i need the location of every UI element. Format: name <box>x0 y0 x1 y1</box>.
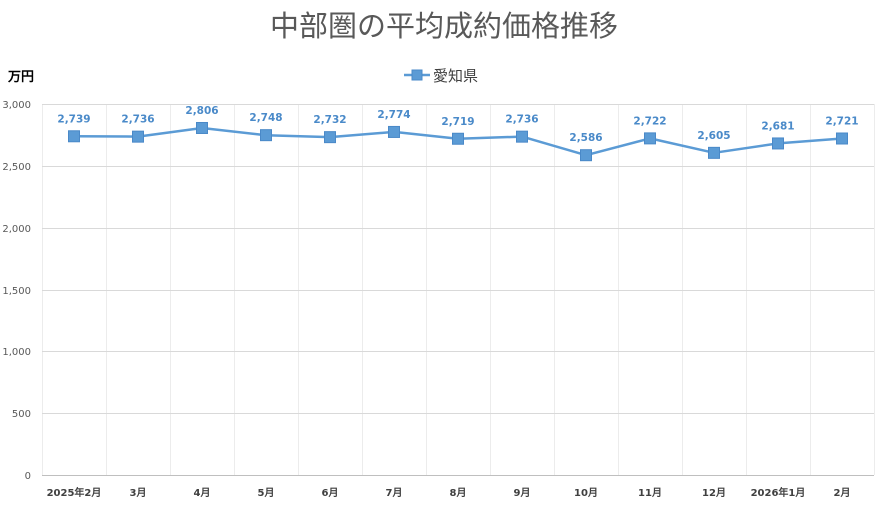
x-tick-label: 6月 <box>322 487 339 499</box>
y-unit-label: 万円 <box>8 70 35 85</box>
data-label: 2,748 <box>249 112 282 124</box>
data-point-marker <box>324 131 336 144</box>
data-point-marker <box>580 149 592 162</box>
y-tick-label: 2,500 <box>2 162 31 173</box>
data-labels: 2,739 2,736 2,806 2,748 2,732 2,774 2,719 2,736… <box>57 105 858 144</box>
y-tick-label: 0 <box>25 471 31 482</box>
x-tick-label: 11月 <box>638 487 662 499</box>
data-label: 2,736 <box>121 114 154 126</box>
data-label: 2,721 <box>825 116 858 128</box>
x-tick-label: 12月 <box>702 487 726 499</box>
x-tick-label: 8月 <box>450 487 467 499</box>
data-label: 2,806 <box>185 105 218 117</box>
x-tick-label: 3月 <box>130 487 147 499</box>
data-label: 2,681 <box>761 120 794 132</box>
y-axis-tick-labels: 0 500 1,000 1,500 2,000 2,500 3,000 <box>2 100 31 482</box>
data-label: 2,605 <box>697 130 730 142</box>
data-point-marker <box>836 132 848 145</box>
legend-line-marker-icon <box>404 69 430 81</box>
x-tick-label: 10月 <box>574 487 598 499</box>
data-point-marker <box>772 137 784 150</box>
x-tick-label: 2026年1月 <box>751 486 806 499</box>
data-label: 2,739 <box>57 113 90 125</box>
data-point-marker <box>644 132 656 145</box>
series-aichi <box>68 121 848 162</box>
data-label: 2,586 <box>569 132 602 144</box>
chart-title: 中部圏の平均成約価格推移 <box>269 9 618 43</box>
data-point-marker <box>708 146 720 159</box>
data-point-marker <box>196 121 208 134</box>
horizontal-gridlines <box>42 104 874 414</box>
data-label: 2,774 <box>377 109 410 121</box>
y-tick-label: 1,500 <box>2 286 31 297</box>
x-tick-label: 5月 <box>258 487 275 499</box>
x-tick-label: 7月 <box>386 487 403 499</box>
data-point-marker <box>260 129 272 142</box>
data-point-marker <box>68 130 80 143</box>
data-label: 2,732 <box>313 114 346 126</box>
data-point-marker <box>388 125 400 138</box>
x-tick-label: 2月 <box>834 487 851 499</box>
x-axis-tick-labels: 2025年2月 3月 4月 5月 6月 7月 8月 9月 10月 11月 12月 2026年1月 2月 <box>47 486 851 499</box>
y-tick-label: 2,000 <box>2 224 31 235</box>
legend: 愛知県 <box>404 65 478 85</box>
vertical-gridlines <box>42 104 875 475</box>
legend-label: 愛知県 <box>433 66 479 85</box>
y-tick-label: 1,000 <box>2 347 31 358</box>
data-point-marker <box>516 130 528 143</box>
data-label: 2,722 <box>633 115 666 127</box>
x-tick-label: 2025年2月 <box>47 486 102 499</box>
y-tick-label: 3,000 <box>2 100 31 111</box>
data-label: 2,736 <box>505 114 538 126</box>
data-point-marker <box>132 130 144 143</box>
data-point-marker <box>452 132 464 145</box>
x-tick-label: 9月 <box>514 487 531 499</box>
y-tick-label: 500 <box>12 409 31 420</box>
x-tick-label: 4月 <box>194 487 211 499</box>
data-label: 2,719 <box>441 116 474 128</box>
